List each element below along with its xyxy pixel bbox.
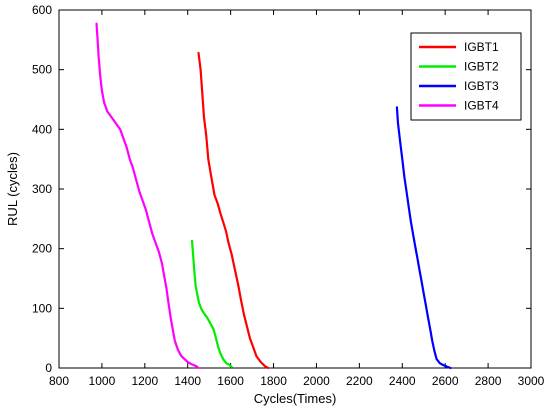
- series-line-igbt1: [197, 51, 270, 370]
- x-tick-label: 1600: [217, 374, 244, 388]
- legend-label-igbt3: IGBT3: [464, 79, 499, 93]
- x-tick-label: 800: [49, 374, 69, 388]
- series-line-igbt3: [395, 106, 452, 370]
- legend-label-igbt2: IGBT2: [464, 60, 499, 74]
- legend-label-igbt1: IGBT1: [464, 40, 499, 54]
- x-axis-title: Cycles(Times): [254, 391, 337, 406]
- x-tick-label: 2600: [432, 374, 459, 388]
- x-tick-label: 1400: [174, 374, 201, 388]
- series-line-igbt4: [95, 22, 200, 370]
- axis-tick-labels: 800 1000 1200 1400 1600 1800 2000 2200 2400 2600 2…: [32, 3, 545, 388]
- x-tick-label: 1200: [131, 374, 158, 388]
- y-tick-label: 0: [45, 361, 52, 375]
- x-tick-label: 2400: [389, 374, 416, 388]
- x-tick-label: 3000: [518, 374, 545, 388]
- x-tick-label: 2000: [303, 374, 330, 388]
- y-tick-label: 300: [32, 182, 52, 196]
- x-tick-label: 2800: [475, 374, 502, 388]
- y-tick-label: 500: [32, 63, 52, 77]
- y-axis-title: RUL (cycles): [5, 152, 20, 226]
- series-lines: [95, 22, 452, 370]
- y-tick-label: 600: [32, 3, 52, 17]
- x-tick-label: 1000: [89, 374, 116, 388]
- y-tick-label: 400: [32, 122, 52, 136]
- series-line-igbt2: [190, 239, 233, 368]
- legend: IGBT1 IGBT2 IGBT3 IGBT4: [410, 32, 522, 121]
- legend-label-igbt4: IGBT4: [464, 99, 499, 113]
- x-tick-label: 2200: [346, 374, 373, 388]
- y-tick-label: 200: [32, 242, 52, 256]
- x-tick-label: 1800: [260, 374, 287, 388]
- y-tick-label: 100: [32, 301, 52, 315]
- axis-ticks: [58, 9, 532, 369]
